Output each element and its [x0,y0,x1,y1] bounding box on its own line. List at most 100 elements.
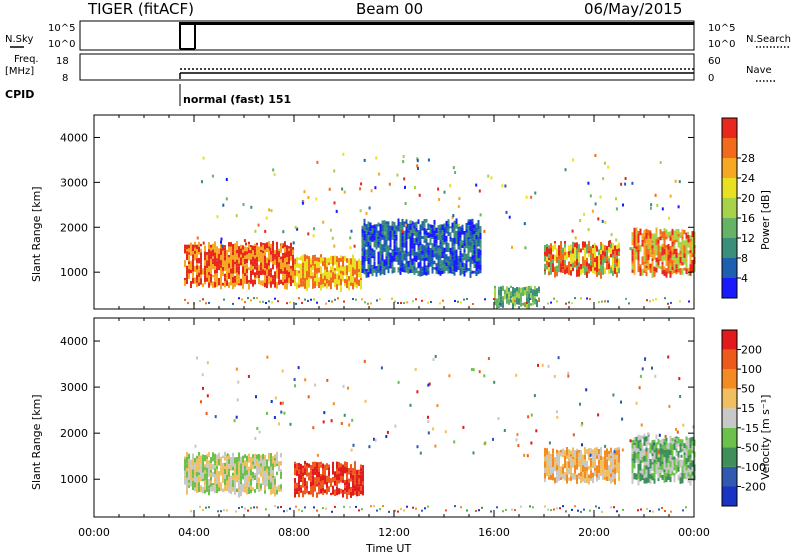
echo-cell [256,260,258,263]
echo-cell [214,465,216,469]
echo-cell [338,467,340,471]
echo-cell [196,458,198,466]
echo-cell [439,270,442,276]
echo-cell [300,256,302,261]
echo-cell [256,275,258,279]
echo-cell [198,475,200,483]
echo-cell [250,270,252,278]
echo-cell [659,252,662,259]
echo-cell [499,302,501,305]
echo-cell [332,272,334,279]
echo-cell [196,269,198,273]
echo-cell [576,272,578,277]
echo-cell [640,423,643,427]
echo-cell [658,433,661,437]
echo-cell [631,458,634,461]
echo-cell [643,474,646,479]
echo-cell [631,236,634,240]
echo-cell [371,264,374,272]
y-tick-label: 4000 [60,335,88,348]
echo-cell [478,189,481,193]
echo-cell [403,177,406,181]
echo-cell [522,287,524,292]
echo-cell [463,252,466,257]
echo-cell [208,463,210,471]
echo-cell [645,462,648,466]
echo-cell [360,266,362,271]
echo-cell [334,279,336,282]
echo-cell [196,465,198,472]
echo-cell [467,221,470,226]
echo-cell [200,455,202,461]
echo-cell [608,263,610,269]
echo-cell [202,268,204,275]
echo-cell [661,461,664,465]
echo-cell [310,264,312,268]
echo-cell [610,447,612,453]
echo-cell [306,486,308,489]
echo-cell [528,303,530,310]
echo-cell [665,476,668,483]
echo-cell [250,469,252,476]
echo-cell [568,468,570,475]
echo-cell [661,444,664,449]
echo-cell [204,473,206,481]
echo-cell [687,472,690,477]
echo-cell [343,505,345,508]
echo-cell [300,268,302,275]
echo-cell [354,258,356,263]
echo-cell [683,251,686,254]
echo-cell [467,245,470,251]
colorbar-tick-label: 100 [741,363,762,376]
echo-cell [689,443,692,449]
echo-cell [592,472,594,475]
echo-cell [238,459,240,462]
colorbar-tick-label: -50 [741,441,759,454]
echo-cell [441,251,444,255]
echo-cell [568,461,570,469]
echo-cell [234,282,236,287]
echo-cell [675,443,678,449]
echo-cell [687,238,690,243]
echo-cell [300,263,302,269]
echo-cell [562,259,564,267]
echo-cell [364,301,366,304]
echo-cell [441,254,444,258]
echo-cell [477,234,480,237]
echo-cell [196,482,198,489]
echo-cell [264,262,266,266]
echo-cell [677,450,680,458]
echo-cell [258,274,260,279]
echo-cell [186,273,188,277]
echo-cell [268,466,270,472]
echo-cell [362,477,364,482]
echo-cell [234,463,236,468]
echo-cell [490,510,492,513]
echo-cell [391,270,394,274]
echo-cell [439,244,442,249]
echo-cell [200,264,202,270]
echo-cell [681,466,684,469]
echo-cell [462,425,465,429]
echo-cell [242,468,244,473]
echo-cell [601,510,603,513]
echo-cell [641,448,644,455]
echo-cell [326,257,328,265]
echo-cell [186,251,188,254]
echo-cell [659,460,662,466]
echo-cell [236,479,238,483]
echo-cell [403,242,406,248]
echo-cell [356,260,358,266]
echo-cell [633,473,636,480]
echo-cell [590,254,592,259]
echo-cell [330,272,332,278]
echo-cell [671,444,674,451]
echo-cell [232,482,234,488]
echo-cell [238,252,240,258]
echo-cell [413,255,416,261]
echo-cell [439,224,442,228]
echo-cell [622,203,624,207]
echo-cell [216,461,218,467]
echo-cell [669,455,672,462]
echo-cell [606,256,608,259]
